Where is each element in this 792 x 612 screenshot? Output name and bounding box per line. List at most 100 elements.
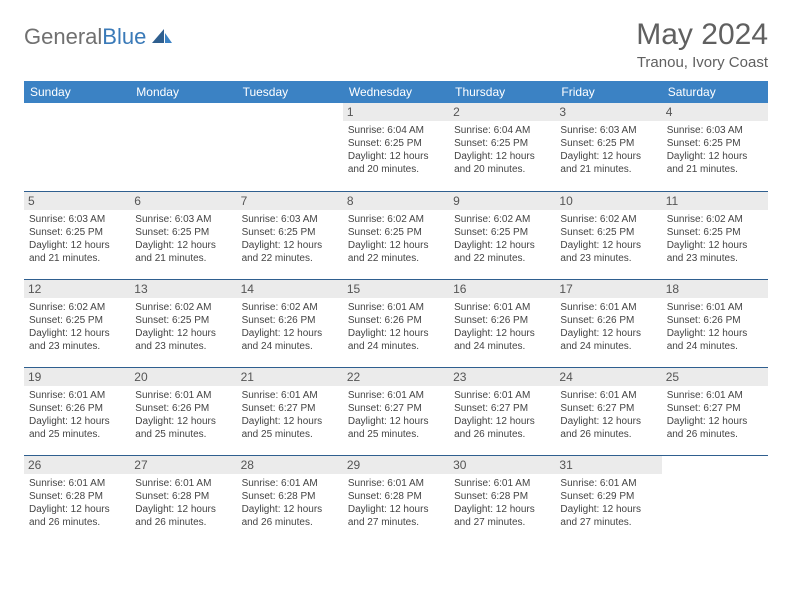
day-number: 22 xyxy=(343,368,449,386)
day-number: 15 xyxy=(343,280,449,298)
day-info: Sunrise: 6:01 AMSunset: 6:28 PMDaylight:… xyxy=(348,477,444,529)
day-number: 14 xyxy=(237,280,343,298)
day-number: 20 xyxy=(130,368,236,386)
day-number: 25 xyxy=(662,368,768,386)
day-number: 16 xyxy=(449,280,555,298)
weekday-header: Wednesday xyxy=(343,81,449,103)
calendar-cell: 23Sunrise: 6:01 AMSunset: 6:27 PMDayligh… xyxy=(449,367,555,455)
day-info: Sunrise: 6:01 AMSunset: 6:26 PMDaylight:… xyxy=(135,389,231,441)
calendar-cell: 1 Sunrise: 6:04 AMSunset: 6:25 PMDaylight… xyxy=(343,103,449,191)
calendar-cell: 28Sunrise: 6:01 AMSunset: 6:28 PMDayligh… xyxy=(237,455,343,543)
calendar-cell xyxy=(237,103,343,191)
calendar-cell: 22 Sunrise: 6:01 AMSunset: 6:27 PMDayligh… xyxy=(343,367,449,455)
weekday-header: Sunday xyxy=(24,81,130,103)
day-number: 5 xyxy=(24,192,130,210)
day-info: Sunrise: 6:01 AMSunset: 6:27 PMDaylight:… xyxy=(454,389,550,441)
day-number: 2 xyxy=(449,103,555,121)
day-number: 4 xyxy=(662,103,768,121)
day-info: Sunrise: 6:01 AMSunset: 6:26 PMDaylight:… xyxy=(454,301,550,353)
day-number: 31 xyxy=(555,456,661,474)
day-info: Sunrise: 6:03 AMSunset: 6:25 PMDaylight:… xyxy=(29,213,125,265)
day-info: Sunrise: 6:03 AMSunset: 6:25 PMDaylight:… xyxy=(560,124,656,176)
calendar-cell xyxy=(24,103,130,191)
day-info: Sunrise: 6:03 AMSunset: 6:25 PMDaylight:… xyxy=(242,213,338,265)
calendar-cell: 15 Sunrise: 6:01 AMSunset: 6:26 PMDayligh… xyxy=(343,279,449,367)
calendar-cell: 30 Sunrise: 6:01 AMSunset: 6:28 PMDayligh… xyxy=(449,455,555,543)
calendar-cell: 25 Sunrise: 6:01 AMSunset: 6:27 PMDayligh… xyxy=(662,367,768,455)
day-info: Sunrise: 6:01 AMSunset: 6:28 PMDaylight:… xyxy=(29,477,125,529)
day-info: Sunrise: 6:01 AMSunset: 6:27 PMDaylight:… xyxy=(560,389,656,441)
calendar-cell: 26 Sunrise: 6:01 AMSunset: 6:28 PMDayligh… xyxy=(24,455,130,543)
calendar-cell: 17 Sunrise: 6:01 AMSunset: 6:26 PMDayligh… xyxy=(555,279,661,367)
calendar-row: 12Sunrise: 6:02 AMSunset: 6:25 PMDayligh… xyxy=(24,279,768,367)
month-title: May 2024 xyxy=(636,18,768,52)
calendar-cell: 3 Sunrise: 6:03 AMSunset: 6:25 PMDaylight… xyxy=(555,103,661,191)
day-info: Sunrise: 6:01 AMSunset: 6:27 PMDaylight:… xyxy=(348,389,444,441)
calendar-cell: 12Sunrise: 6:02 AMSunset: 6:25 PMDayligh… xyxy=(24,279,130,367)
weekday-header: Saturday xyxy=(662,81,768,103)
day-number: 10 xyxy=(555,192,661,210)
weekday-header: Friday xyxy=(555,81,661,103)
logo-word2: Blue xyxy=(102,24,146,49)
day-number: 26 xyxy=(24,456,130,474)
logo-text: GeneralBlue xyxy=(24,24,146,50)
day-info: Sunrise: 6:01 AMSunset: 6:28 PMDaylight:… xyxy=(135,477,231,529)
day-info: Sunrise: 6:02 AMSunset: 6:25 PMDaylight:… xyxy=(348,213,444,265)
day-info: Sunrise: 6:03 AMSunset: 6:25 PMDaylight:… xyxy=(667,124,763,176)
day-number: 24 xyxy=(555,368,661,386)
location: Tranou, Ivory Coast xyxy=(636,54,768,71)
day-info: Sunrise: 6:01 AMSunset: 6:28 PMDaylight:… xyxy=(454,477,550,529)
calendar-row: 5 Sunrise: 6:03 AMSunset: 6:25 PMDaylight… xyxy=(24,191,768,279)
weekday-header-row: SundayMondayTuesdayWednesdayThursdayFrid… xyxy=(24,81,768,103)
day-info: Sunrise: 6:01 AMSunset: 6:27 PMDaylight:… xyxy=(667,389,763,441)
day-number: 27 xyxy=(130,456,236,474)
calendar-cell: 6 Sunrise: 6:03 AMSunset: 6:25 PMDaylight… xyxy=(130,191,236,279)
calendar-cell: 19 Sunrise: 6:01 AMSunset: 6:26 PMDayligh… xyxy=(24,367,130,455)
calendar-row: 1 Sunrise: 6:04 AMSunset: 6:25 PMDaylight… xyxy=(24,103,768,191)
day-info: Sunrise: 6:04 AMSunset: 6:25 PMDaylight:… xyxy=(454,124,550,176)
calendar-cell: 20 Sunrise: 6:01 AMSunset: 6:26 PMDayligh… xyxy=(130,367,236,455)
day-number: 17 xyxy=(555,280,661,298)
day-info: Sunrise: 6:01 AMSunset: 6:26 PMDaylight:… xyxy=(667,301,763,353)
calendar-cell: 21Sunrise: 6:01 AMSunset: 6:27 PMDayligh… xyxy=(237,367,343,455)
day-number: 1 xyxy=(343,103,449,121)
day-number: 19 xyxy=(24,368,130,386)
logo-word1: General xyxy=(24,24,102,49)
calendar-cell: 5 Sunrise: 6:03 AMSunset: 6:25 PMDaylight… xyxy=(24,191,130,279)
calendar-cell: 16 Sunrise: 6:01 AMSunset: 6:26 PMDayligh… xyxy=(449,279,555,367)
calendar-cell: 9 Sunrise: 6:02 AMSunset: 6:25 PMDaylight… xyxy=(449,191,555,279)
day-number: 9 xyxy=(449,192,555,210)
day-info: Sunrise: 6:01 AMSunset: 6:29 PMDaylight:… xyxy=(560,477,656,529)
day-number: 6 xyxy=(130,192,236,210)
day-info: Sunrise: 6:04 AMSunset: 6:25 PMDaylight:… xyxy=(348,124,444,176)
calendar-row: 26 Sunrise: 6:01 AMSunset: 6:28 PMDayligh… xyxy=(24,455,768,543)
title-block: May 2024 Tranou, Ivory Coast xyxy=(636,18,768,71)
day-number: 29 xyxy=(343,456,449,474)
header: GeneralBlue May 2024 Tranou, Ivory Coast xyxy=(24,18,768,71)
calendar-cell: 11Sunrise: 6:02 AMSunset: 6:25 PMDayligh… xyxy=(662,191,768,279)
calendar-cell: 27 Sunrise: 6:01 AMSunset: 6:28 PMDayligh… xyxy=(130,455,236,543)
day-info: Sunrise: 6:01 AMSunset: 6:26 PMDaylight:… xyxy=(348,301,444,353)
day-number: 3 xyxy=(555,103,661,121)
calendar-table: SundayMondayTuesdayWednesdayThursdayFrid… xyxy=(24,81,768,543)
day-info: Sunrise: 6:02 AMSunset: 6:25 PMDaylight:… xyxy=(454,213,550,265)
weekday-header: Thursday xyxy=(449,81,555,103)
day-info: Sunrise: 6:01 AMSunset: 6:26 PMDaylight:… xyxy=(560,301,656,353)
day-number: 8 xyxy=(343,192,449,210)
day-info: Sunrise: 6:02 AMSunset: 6:25 PMDaylight:… xyxy=(29,301,125,353)
day-number: 18 xyxy=(662,280,768,298)
calendar-cell: 29 Sunrise: 6:01 AMSunset: 6:28 PMDayligh… xyxy=(343,455,449,543)
day-number: 30 xyxy=(449,456,555,474)
calendar-cell: 18 Sunrise: 6:01 AMSunset: 6:26 PMDayligh… xyxy=(662,279,768,367)
day-info: Sunrise: 6:02 AMSunset: 6:25 PMDaylight:… xyxy=(560,213,656,265)
day-number: 11 xyxy=(662,192,768,210)
calendar-cell: 8 Sunrise: 6:02 AMSunset: 6:25 PMDaylight… xyxy=(343,191,449,279)
calendar-row: 19 Sunrise: 6:01 AMSunset: 6:26 PMDayligh… xyxy=(24,367,768,455)
day-info: Sunrise: 6:01 AMSunset: 6:26 PMDaylight:… xyxy=(29,389,125,441)
day-number: 21 xyxy=(237,368,343,386)
calendar-cell: 13Sunrise: 6:02 AMSunset: 6:25 PMDayligh… xyxy=(130,279,236,367)
day-info: Sunrise: 6:03 AMSunset: 6:25 PMDaylight:… xyxy=(135,213,231,265)
calendar-cell: 4 Sunrise: 6:03 AMSunset: 6:25 PMDaylight… xyxy=(662,103,768,191)
sail-icon xyxy=(150,27,174,47)
logo: GeneralBlue xyxy=(24,24,174,50)
